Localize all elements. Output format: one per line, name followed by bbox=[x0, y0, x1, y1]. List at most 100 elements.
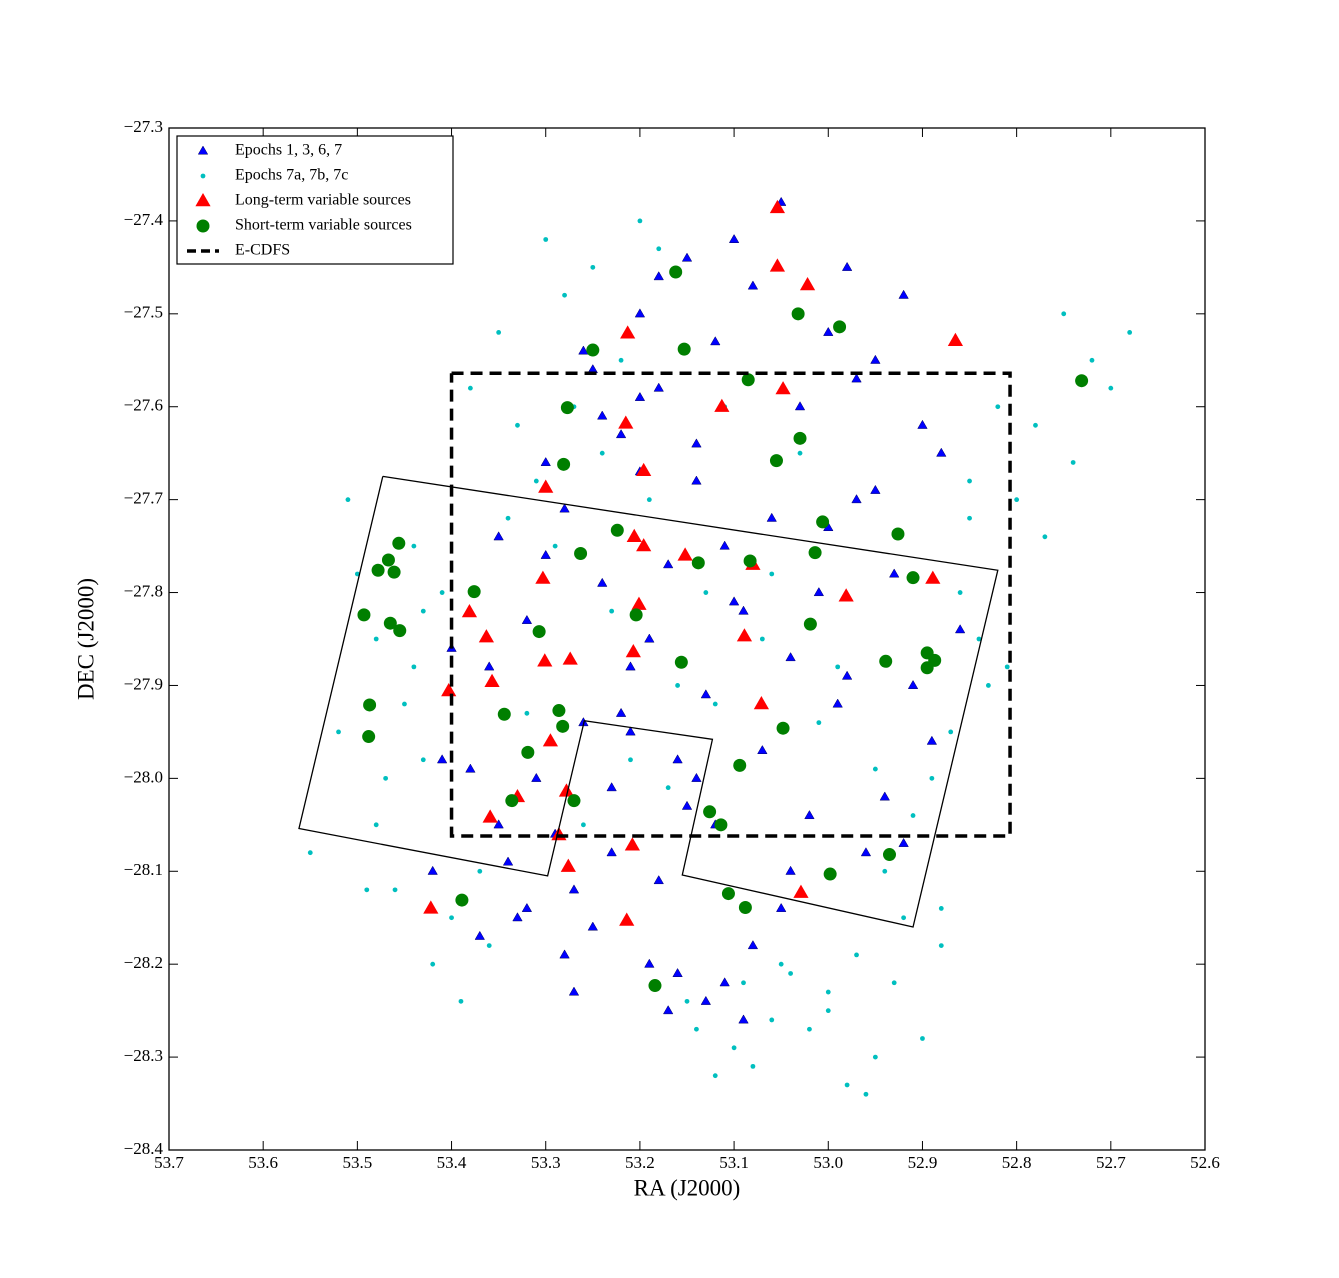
red-triangle bbox=[558, 783, 575, 797]
y-tick-label: −28.4 bbox=[124, 1139, 164, 1158]
blue-triangle bbox=[747, 280, 759, 290]
cyan-dot bbox=[392, 887, 398, 893]
green-circle bbox=[776, 721, 790, 735]
red-triangle bbox=[714, 398, 730, 412]
y-tick-label: −28.1 bbox=[124, 860, 163, 879]
blue-triangle bbox=[512, 912, 523, 922]
cyan-dot bbox=[769, 571, 775, 577]
green-circle bbox=[383, 616, 397, 630]
cyan-dot bbox=[741, 980, 746, 986]
legend-label: E-CDFS bbox=[235, 242, 290, 259]
cyan-dot bbox=[420, 608, 426, 614]
green-circle bbox=[560, 401, 574, 415]
cyan-dot bbox=[844, 1082, 850, 1088]
green-circle bbox=[1075, 374, 1089, 388]
cyan-dot bbox=[1070, 460, 1076, 465]
blue-triangle bbox=[766, 512, 777, 522]
blue-triangle bbox=[578, 345, 589, 355]
cyan-dot bbox=[515, 422, 520, 428]
green-circle bbox=[196, 219, 210, 233]
blue-triangle bbox=[672, 754, 683, 764]
blue-triangle bbox=[568, 986, 580, 996]
blue-triangle bbox=[870, 354, 881, 364]
green-circle bbox=[505, 794, 519, 808]
blue-triangle bbox=[700, 689, 712, 699]
green-circle bbox=[741, 373, 755, 387]
blue-triangle bbox=[747, 940, 759, 950]
cyan-dot bbox=[458, 998, 464, 1004]
cyan-dot bbox=[599, 450, 605, 456]
blue-triangle bbox=[813, 587, 825, 597]
red-triangle bbox=[619, 912, 635, 926]
green-circle bbox=[387, 565, 401, 579]
red-triangle bbox=[562, 651, 578, 665]
red-triangle bbox=[423, 900, 439, 914]
blue-triangle bbox=[860, 847, 872, 857]
cyan-dot bbox=[1004, 664, 1010, 670]
cyan-dot bbox=[581, 822, 586, 828]
x-tick-label: 53.3 bbox=[531, 1153, 561, 1172]
green-circle bbox=[629, 608, 643, 622]
green-circle bbox=[733, 758, 747, 772]
cyan-dot bbox=[995, 404, 1001, 410]
green-circle bbox=[793, 431, 807, 445]
y-tick-label: −27.8 bbox=[124, 581, 163, 600]
cyan-dot bbox=[967, 478, 972, 484]
cyan-dot bbox=[618, 357, 624, 363]
cyan-dot bbox=[1089, 357, 1095, 363]
cyan-dot bbox=[694, 1026, 699, 1032]
blue-triangle bbox=[954, 624, 966, 634]
red-triangle bbox=[538, 479, 554, 493]
green-circle bbox=[879, 654, 893, 668]
blue-triangle bbox=[493, 531, 504, 541]
green-circle bbox=[816, 515, 830, 529]
cyan-dot bbox=[957, 590, 963, 595]
cyan-dot bbox=[1042, 534, 1048, 540]
cyan-dot bbox=[835, 664, 841, 670]
cyan-dot bbox=[449, 915, 454, 921]
x-tick-label: 52.6 bbox=[1190, 1153, 1220, 1172]
cyan-dot bbox=[505, 515, 511, 521]
blue-triangle bbox=[653, 382, 664, 392]
blue-triangle bbox=[832, 698, 843, 708]
red-triangle bbox=[736, 628, 753, 642]
blue-triangle bbox=[493, 819, 504, 829]
green-circle bbox=[497, 707, 511, 721]
red-triangle bbox=[799, 277, 816, 291]
red-triangle bbox=[769, 199, 786, 214]
cyan-dot bbox=[778, 961, 784, 967]
y-tick-label: −27.9 bbox=[124, 674, 163, 693]
x-tick-label: 53.1 bbox=[719, 1153, 749, 1172]
cyan-dot bbox=[920, 1036, 925, 1041]
blue-triangle bbox=[662, 559, 674, 569]
blue-triangle bbox=[719, 977, 730, 987]
x-tick-label: 52.9 bbox=[908, 1153, 938, 1172]
green-circle bbox=[357, 608, 371, 622]
cyan-dot bbox=[1127, 330, 1133, 335]
green-circle bbox=[803, 617, 817, 631]
cyan-dot bbox=[524, 710, 530, 716]
blue-triangle bbox=[644, 958, 655, 968]
red-triangle bbox=[535, 570, 551, 584]
blue-triangle bbox=[691, 772, 702, 782]
green-circle bbox=[532, 625, 546, 639]
blue-triangle bbox=[870, 484, 881, 494]
y-tick-label: −28.0 bbox=[124, 767, 163, 786]
green-circle bbox=[567, 794, 581, 808]
cyan-dot bbox=[200, 173, 206, 179]
blue-triangle bbox=[794, 401, 806, 411]
x-tick-label: 53.6 bbox=[248, 1153, 278, 1172]
cyan-dot bbox=[439, 590, 445, 595]
green-circle bbox=[362, 730, 376, 744]
green-circle bbox=[882, 848, 896, 862]
cyan-dot bbox=[1108, 385, 1114, 391]
cyan-dot bbox=[882, 868, 888, 874]
blue-triangle bbox=[889, 568, 900, 578]
footprint-outline bbox=[298, 475, 999, 928]
cyan-dot bbox=[411, 664, 417, 670]
cyan-dot bbox=[543, 237, 549, 242]
blue-triangle bbox=[427, 865, 438, 875]
y-tick-label: −28.3 bbox=[124, 1046, 163, 1065]
green-circle bbox=[586, 343, 600, 357]
cyan-dot bbox=[825, 989, 831, 995]
